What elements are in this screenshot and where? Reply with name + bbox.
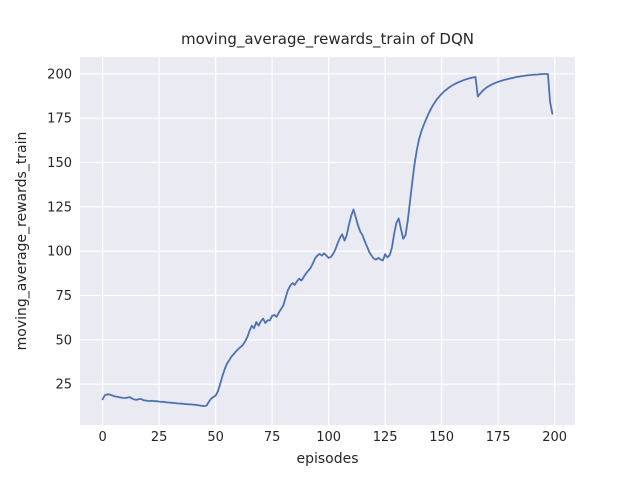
reward-line: [101, 73, 554, 408]
x-tick-label: 100: [316, 430, 341, 445]
x-tick-label: 150: [429, 430, 454, 445]
y-axis-label: moving_average_rewards_train: [14, 131, 30, 351]
y-tick-label: 125: [47, 200, 72, 215]
y-tick-label: 200: [47, 67, 72, 82]
plot-background: [80, 57, 575, 425]
y-tick-label: 25: [55, 378, 72, 393]
x-axis-label: episodes: [296, 451, 359, 467]
y-tick-label: 150: [47, 156, 72, 171]
x-tick-label: 0: [98, 430, 106, 445]
x-tick-label: 200: [542, 430, 567, 445]
y-tick-label: 100: [47, 245, 72, 260]
chart-title: moving_average_rewards_train of DQN: [180, 30, 475, 48]
x-tick-label: 75: [264, 430, 281, 445]
x-tick-label: 25: [151, 430, 168, 445]
x-tick-label: 175: [486, 430, 511, 445]
x-tick-label: 125: [373, 430, 398, 445]
y-tick-label: 75: [55, 289, 72, 304]
y-tick-label: 50: [55, 333, 72, 348]
x-tick-label: 50: [207, 430, 224, 445]
y-tick-label: 175: [47, 112, 72, 127]
